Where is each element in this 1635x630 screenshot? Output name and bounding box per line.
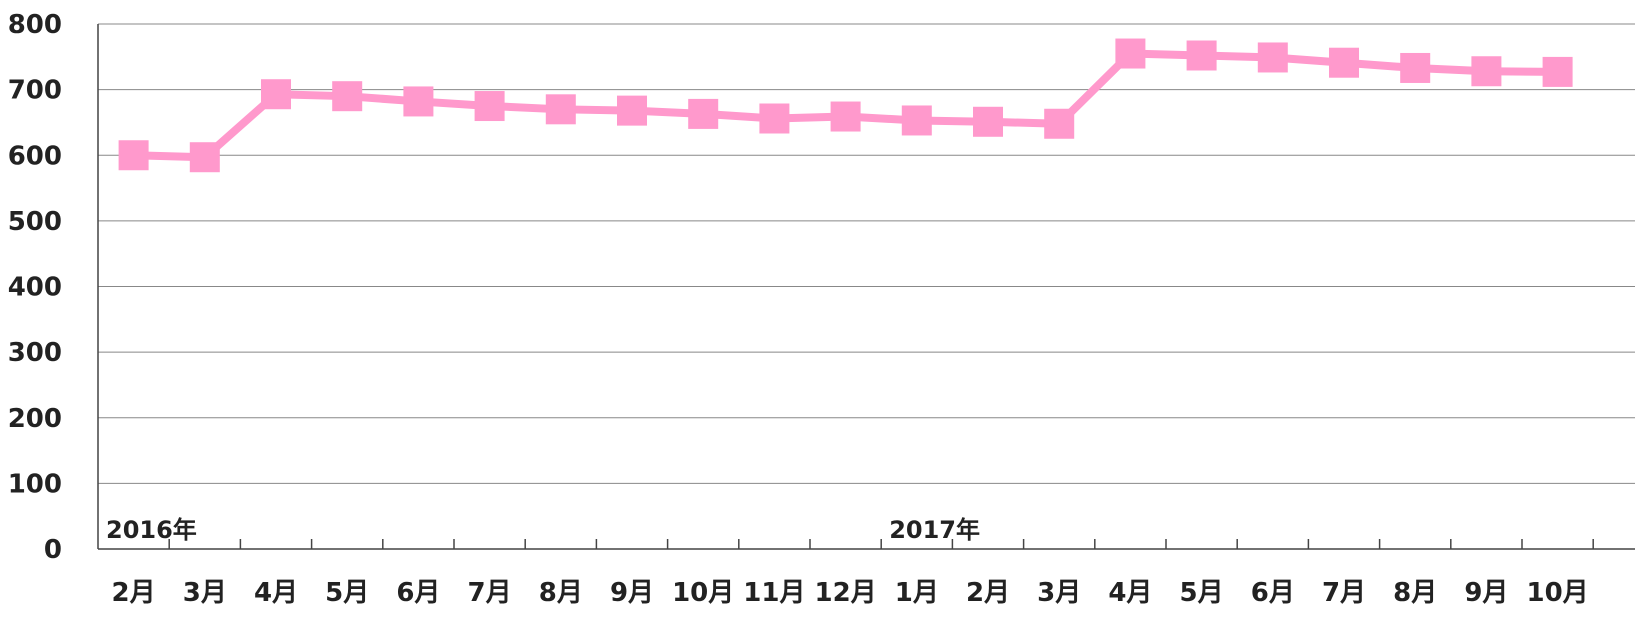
y-tick-label: 100 [8,469,62,499]
y-tick-label: 200 [8,404,62,434]
x-tick-label: 8月 [539,578,583,608]
x-tick-label: 6月 [396,578,440,608]
year-labels: 2016年 2017年 [106,516,980,544]
y-tick-label: 0 [44,535,62,565]
data-point-marker [1329,47,1359,78]
x-tick-label: 2月 [112,578,156,608]
data-point-marker [1186,40,1217,71]
x-tick-label: 4月 [254,578,298,608]
data-point-marker [901,105,932,136]
data-point-marker [1542,56,1573,87]
y-tick-label: 700 [8,76,62,106]
y-tick-label: 400 [8,273,62,303]
data-point-marker [830,101,861,132]
data-point-marker [1044,108,1075,139]
x-tick-label: 6月 [1251,578,1295,608]
x-tick-label: 9月 [610,578,654,608]
year-label: 2017年 [889,516,980,544]
x-tick-label: 5月 [325,578,369,608]
x-axis-tick-labels: 2月 3月 4月 5月 6月 7月 8月 9月 10月 11月 12月 1月 2月 3月 4月 5月 6月 7月 8… [112,578,1589,608]
y-axis-tick-labels: 0 100 200 300 400 500 600 700 800 [8,10,62,565]
x-tick-label: 3月 [1037,578,1081,608]
x-tick-label: 9月 [1464,578,1508,608]
data-point-marker [1471,56,1502,87]
data-point-marker [545,94,576,125]
y-tick-label: 300 [8,338,62,368]
x-tick-label: 3月 [183,578,227,608]
x-tick-label: 2月 [966,578,1010,608]
data-point-marker [1257,42,1288,73]
data-point-marker [688,98,719,129]
data-point-marker [332,81,363,112]
x-tick-label: 8月 [1393,578,1437,608]
y-tick-label: 600 [8,141,62,171]
data-point-marker [474,91,505,122]
x-tick-label: 12月 [815,578,877,608]
x-tick-label: 7月 [1322,578,1366,608]
data-point-marker [403,86,434,117]
x-tick-label: 10月 [672,578,734,608]
x-tick-label: 5月 [1180,578,1224,608]
data-point-marker [617,95,647,126]
data-point-marker [759,103,790,134]
data-point-marker [261,79,291,110]
data-point-marker [1115,38,1146,69]
x-tick-label: 10月 [1527,578,1589,608]
data-point-marker [118,140,149,171]
y-tick-label: 800 [8,10,62,40]
year-label: 2016年 [106,516,197,544]
y-tick-label: 500 [8,207,62,237]
data-point-marker [973,106,1003,137]
x-tick-label: 7月 [468,578,512,608]
series [118,38,1573,173]
x-tick-label: 11月 [743,578,805,608]
x-tick-label: 1月 [895,578,939,608]
axes [97,24,1635,550]
data-point-marker [1400,52,1431,83]
data-point-marker [189,142,220,173]
x-tick-label: 4月 [1108,578,1152,608]
